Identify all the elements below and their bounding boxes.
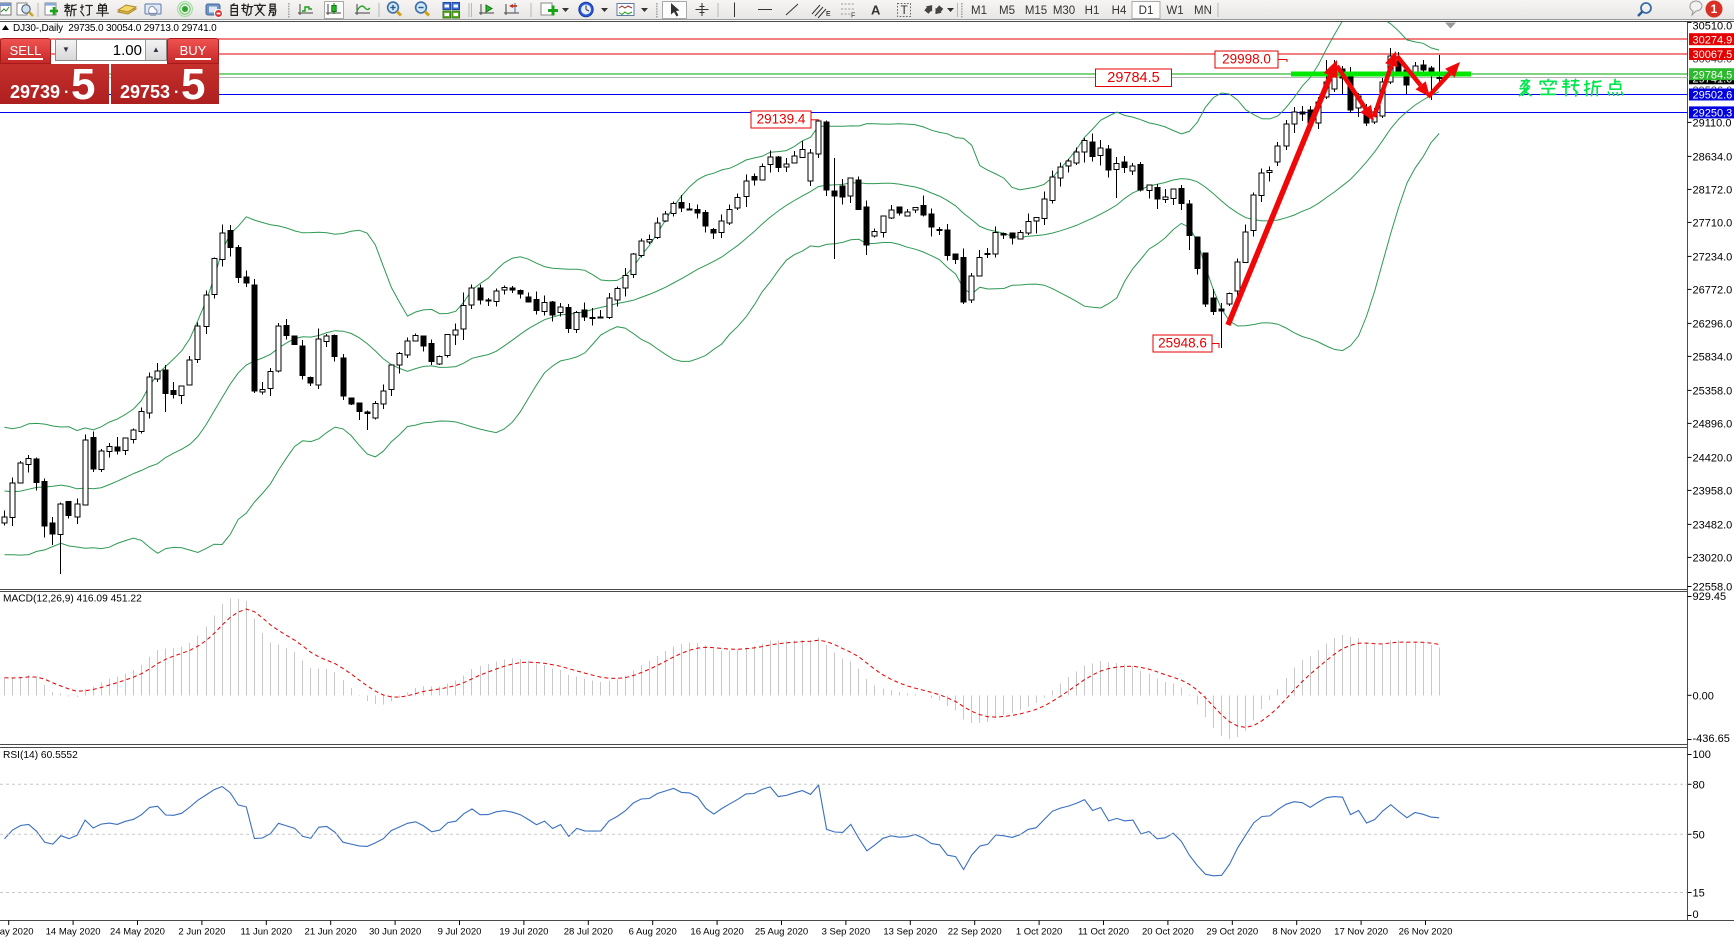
svg-text:M5: M5 (999, 5, 1015, 17)
svg-text:28172.0: 28172.0 (1693, 184, 1733, 196)
svg-text:23020.0: 23020.0 (1693, 552, 1733, 564)
svg-text:30274.9: 30274.9 (1693, 34, 1733, 46)
svg-text:H4: H4 (1112, 5, 1127, 17)
svg-text:11 Jun 2020: 11 Jun 2020 (241, 927, 293, 938)
svg-text:29250.3: 29250.3 (1693, 108, 1733, 120)
svg-text:50: 50 (1693, 829, 1705, 841)
svg-text:30067.5: 30067.5 (1693, 49, 1733, 61)
svg-text:T: T (901, 3, 909, 17)
svg-text:28634.0: 28634.0 (1693, 151, 1733, 163)
svg-text:DJ30-,Daily 29735.0 30054.0 2: DJ30-,Daily 29735.0 30054.0 29713.0 2974… (13, 23, 217, 34)
svg-text:MN: MN (1194, 5, 1212, 17)
svg-text:6 Aug 2020: 6 Aug 2020 (629, 927, 677, 938)
svg-text:15: 15 (1693, 888, 1705, 900)
svg-text:9 Jul 2020: 9 Jul 2020 (438, 927, 482, 938)
svg-text:-436.65: -436.65 (1693, 733, 1730, 745)
svg-text:0.00: 0.00 (1693, 690, 1714, 702)
svg-text:26 Nov 2020: 26 Nov 2020 (1399, 927, 1453, 938)
svg-text:25834.0: 25834.0 (1693, 351, 1733, 363)
svg-text:27710.0: 27710.0 (1693, 217, 1733, 229)
svg-text:26296.0: 26296.0 (1693, 318, 1733, 330)
svg-text:1: 1 (1711, 2, 1718, 16)
svg-text:29 Oct 2020: 29 Oct 2020 (1206, 927, 1258, 938)
svg-text:E: E (826, 11, 831, 18)
svg-text:3 Sep 2020: 3 Sep 2020 (822, 927, 871, 938)
svg-text:25358.0: 25358.0 (1693, 385, 1733, 397)
svg-text:13 Sep 2020: 13 Sep 2020 (883, 927, 937, 938)
svg-text:D1: D1 (1139, 5, 1154, 17)
svg-text:929.45: 929.45 (1693, 591, 1727, 603)
svg-text:1 Oct 2020: 1 Oct 2020 (1016, 927, 1062, 938)
svg-text:19 Jul 2020: 19 Jul 2020 (499, 927, 548, 938)
svg-text:28 Jul 2020: 28 Jul 2020 (564, 927, 613, 938)
svg-text:16 Aug 2020: 16 Aug 2020 (690, 927, 743, 938)
svg-text:14 May 2020: 14 May 2020 (46, 927, 101, 938)
svg-text:29502.6: 29502.6 (1693, 90, 1733, 102)
svg-text:29784.5: 29784.5 (1693, 69, 1733, 81)
svg-text:29784.5: 29784.5 (1107, 70, 1159, 86)
svg-text:M15: M15 (1025, 5, 1047, 17)
svg-text:23482.0: 23482.0 (1693, 519, 1733, 531)
svg-text:22 Sep 2020: 22 Sep 2020 (948, 927, 1002, 938)
svg-text:A: A (871, 3, 881, 18)
svg-text:11 Oct 2020: 11 Oct 2020 (1078, 927, 1129, 938)
svg-text:20 Oct 2020: 20 Oct 2020 (1142, 927, 1194, 938)
svg-text:22558.0: 22558.0 (1693, 582, 1733, 594)
svg-text:25 Aug 2020: 25 Aug 2020 (755, 927, 808, 938)
svg-text:24 May 2020: 24 May 2020 (110, 927, 165, 938)
svg-text:RSI(14) 60.5552: RSI(14) 60.5552 (3, 750, 78, 761)
svg-text:26772.0: 26772.0 (1693, 284, 1733, 296)
svg-text:W1: W1 (1166, 5, 1183, 17)
svg-text:24896.0: 24896.0 (1693, 418, 1733, 430)
svg-text:8 Nov 2020: 8 Nov 2020 (1272, 927, 1321, 938)
svg-text:80: 80 (1693, 779, 1705, 791)
svg-text:M1: M1 (971, 5, 987, 17)
svg-text:100: 100 (1693, 749, 1711, 761)
svg-text:29998.0: 29998.0 (1222, 52, 1271, 67)
svg-text:25948.6: 25948.6 (1158, 336, 1207, 351)
svg-text:30510.0: 30510.0 (1693, 21, 1733, 33)
svg-text:M30: M30 (1053, 5, 1075, 17)
svg-text:27234.0: 27234.0 (1693, 251, 1733, 263)
svg-text:30 Jun 2020: 30 Jun 2020 (369, 927, 421, 938)
svg-text:0: 0 (1693, 909, 1699, 921)
svg-text:2 Jun 2020: 2 Jun 2020 (178, 927, 225, 938)
svg-text:6 May 2020: 6 May 2020 (0, 927, 34, 938)
svg-text:MACD(12,26,9) 416.09 451.22: MACD(12,26,9) 416.09 451.22 (3, 594, 142, 605)
svg-text:29110.0: 29110.0 (1693, 117, 1732, 129)
svg-text:24420.0: 24420.0 (1693, 452, 1733, 464)
svg-text:H1: H1 (1085, 5, 1100, 17)
svg-text:F: F (851, 13, 855, 20)
svg-text:23958.0: 23958.0 (1693, 485, 1733, 497)
svg-text:17 Nov 2020: 17 Nov 2020 (1334, 927, 1388, 938)
svg-text:29139.4: 29139.4 (757, 112, 806, 127)
svg-text:21 Jun 2020: 21 Jun 2020 (305, 927, 357, 938)
